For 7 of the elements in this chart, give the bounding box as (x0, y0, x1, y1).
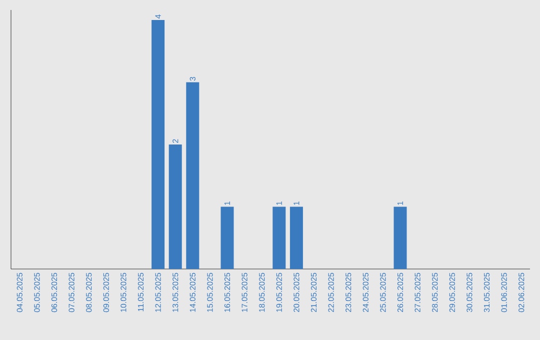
bar (272, 206, 286, 269)
bar (168, 144, 182, 269)
bar (394, 206, 407, 269)
bar (290, 206, 303, 269)
bar (152, 20, 165, 269)
bar (220, 206, 234, 269)
bar (186, 82, 200, 269)
